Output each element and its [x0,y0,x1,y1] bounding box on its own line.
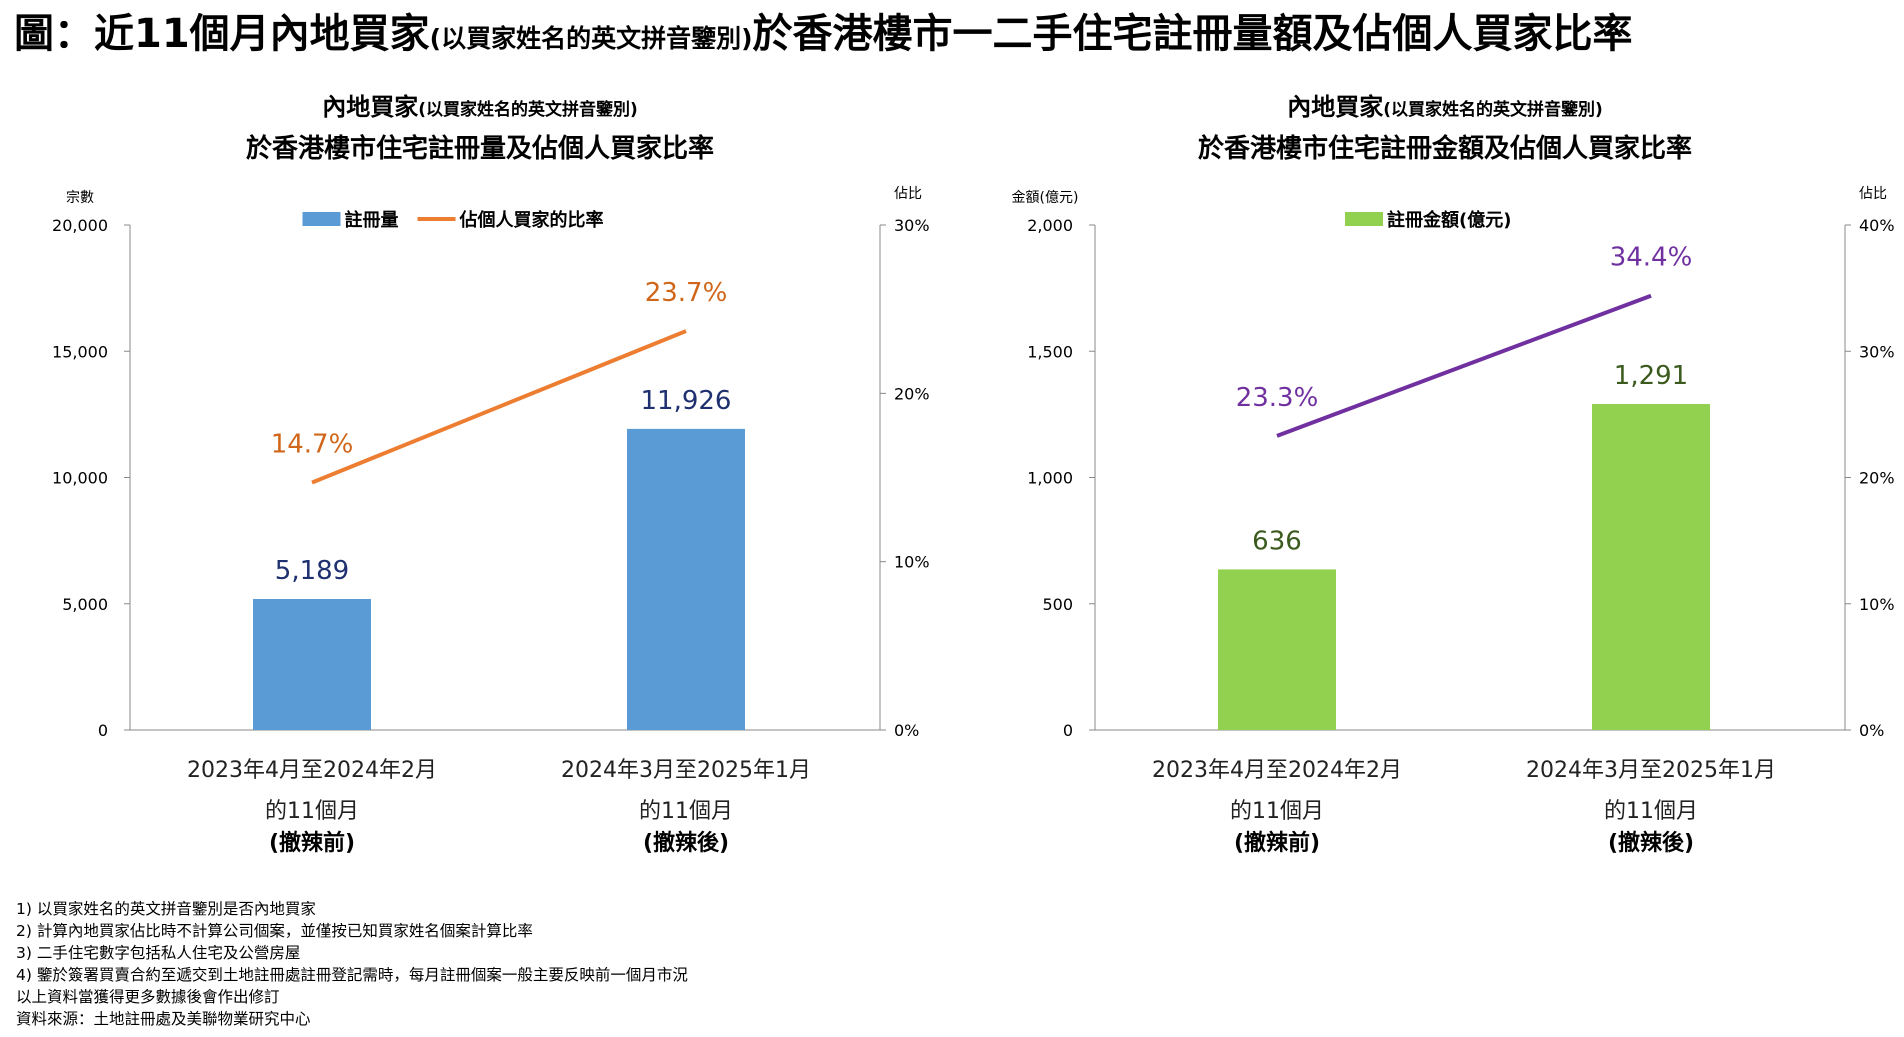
legend-label: 佔個人買家的比率 [459,209,604,231]
y-axis-right-label: 佔比 [1859,186,1887,202]
y-tick-label-left: 5,000 [62,595,108,614]
line-data-label: 14.7% [271,430,354,460]
y-tick-label-right: 30% [894,216,930,235]
chart-title-note: (以買家姓名的英文拼音鑒別) [1383,99,1603,120]
footnote: 1) 以買家姓名的英文拼音鑒別是否內地買家 [16,900,316,918]
y-tick-label-right: 20% [894,384,930,403]
legend-label: 註冊量 [345,209,399,231]
x-category-note: (撤辣後) [1608,830,1694,856]
footnotes: 1) 以買家姓名的英文拼音鑒別是否內地買家 2) 計算內地買家佔比時不計算公司個… [16,898,688,1030]
y-tick-label-right: 0% [1859,721,1884,740]
y-tick-label-right: 10% [1859,595,1895,614]
x-category-note: (撤辣前) [269,830,355,856]
legend-swatch [1345,212,1383,226]
chart-title: 內地買家(以買家姓名的英文拼音鑒別) [1287,93,1603,121]
page-title: 圖：近11個月內地買家(以買家姓名的英文拼音鑒別)於香港樓市一二手住宅註冊量額及… [14,8,1633,65]
y-tick-label-right: 0% [894,721,919,740]
y-tick-label-left: 20,000 [52,216,108,235]
y-tick-label-left: 1,000 [1027,469,1073,488]
series-line [311,329,687,485]
y-axis-right-label: 佔比 [894,186,922,202]
bar-data-label: 5,189 [275,556,349,586]
y-tick-label-left: 0 [1063,721,1073,740]
chart-title-main: 內地買家 [1287,93,1383,121]
chart-title: 內地買家(以買家姓名的英文拼音鑒別) [322,93,638,121]
x-category-note: (撤辣後) [643,830,729,856]
bar [1218,569,1336,730]
y-tick-label-right: 10% [894,553,930,572]
y-tick-label-left: 500 [1042,595,1073,614]
y-tick-label-left: 10,000 [52,469,108,488]
bar [1592,404,1710,730]
y-axis-left-label: 宗數 [66,190,94,206]
chart-panel: 內地買家(以買家姓名的英文拼音鑒別) 於香港樓市住宅註冊金額及佔個人買家比率金額(… [1012,93,1895,856]
legend-label: 註冊金額(億元) [1387,209,1511,231]
bar [253,598,371,730]
y-tick-label-left: 0 [98,721,108,740]
footnote: 4) 鑒於簽署買賣合約至遞交到土地註冊處註冊登記需時，每月註冊個案一般主要反映前… [16,966,688,984]
footnote: 3) 二手住宅數字包括私人住宅及公營房屋 [16,944,301,962]
bar-data-label: 1,291 [1614,361,1688,391]
line-data-label: 23.7% [645,278,728,308]
footnote: 2) 計算內地買家佔比時不計算公司個案，並僅按已知買家姓名個案計算比率 [16,922,533,940]
x-category-note: (撤辣前) [1234,830,1320,856]
source-note: 資料來源：土地註冊處及美聯物業研究中心 [16,1010,311,1028]
line-data-label: 34.4% [1610,243,1693,273]
x-category-sublabel: 的11個月 [1604,799,1698,824]
y-tick-label-left: 2,000 [1027,216,1073,235]
x-category-label: 2023年4月至2024年2月 [187,758,437,783]
page-title-note: (以買家姓名的英文拼音鑒別) [429,24,753,53]
y-axis-left-label: 金額(億元) [1012,190,1079,206]
bar [627,428,745,730]
legend-swatch [302,212,341,226]
footnote: 以上資料當獲得更多數據後會作出修訂 [16,988,280,1006]
y-tick-label-left: 1,500 [1027,342,1073,361]
x-category-label: 2024年3月至2025年1月 [561,758,811,783]
chart-subtitle: 於香港樓市住宅註冊金額及佔個人買家比率 [1198,133,1692,164]
y-tick-label-right: 20% [1859,469,1895,488]
series-line [1276,293,1652,438]
x-category-label: 2024年3月至2025年1月 [1526,758,1776,783]
y-tick-label-right: 30% [1859,342,1895,361]
y-tick-label-right: 40% [1859,216,1895,235]
bar-data-label: 11,926 [641,386,732,416]
chart-title-note: (以買家姓名的英文拼音鑒別) [418,99,638,120]
chart-title-main: 內地買家 [322,93,418,121]
page-title-main-b: 於香港樓市一二手住宅註冊量額及佔個人買家比率 [752,11,1633,57]
y-tick-label-left: 15,000 [52,342,108,361]
page-title-main-a: 圖：近11個月內地買家 [14,11,430,57]
x-category-sublabel: 的11個月 [1230,799,1324,824]
x-category-sublabel: 的11個月 [639,799,733,824]
x-category-sublabel: 的11個月 [265,799,359,824]
bar-data-label: 636 [1252,526,1302,556]
chart-subtitle: 於香港樓市住宅註冊量及佔個人買家比率 [246,133,714,164]
x-category-label: 2023年4月至2024年2月 [1152,758,1402,783]
line-data-label: 23.3% [1236,383,1319,413]
